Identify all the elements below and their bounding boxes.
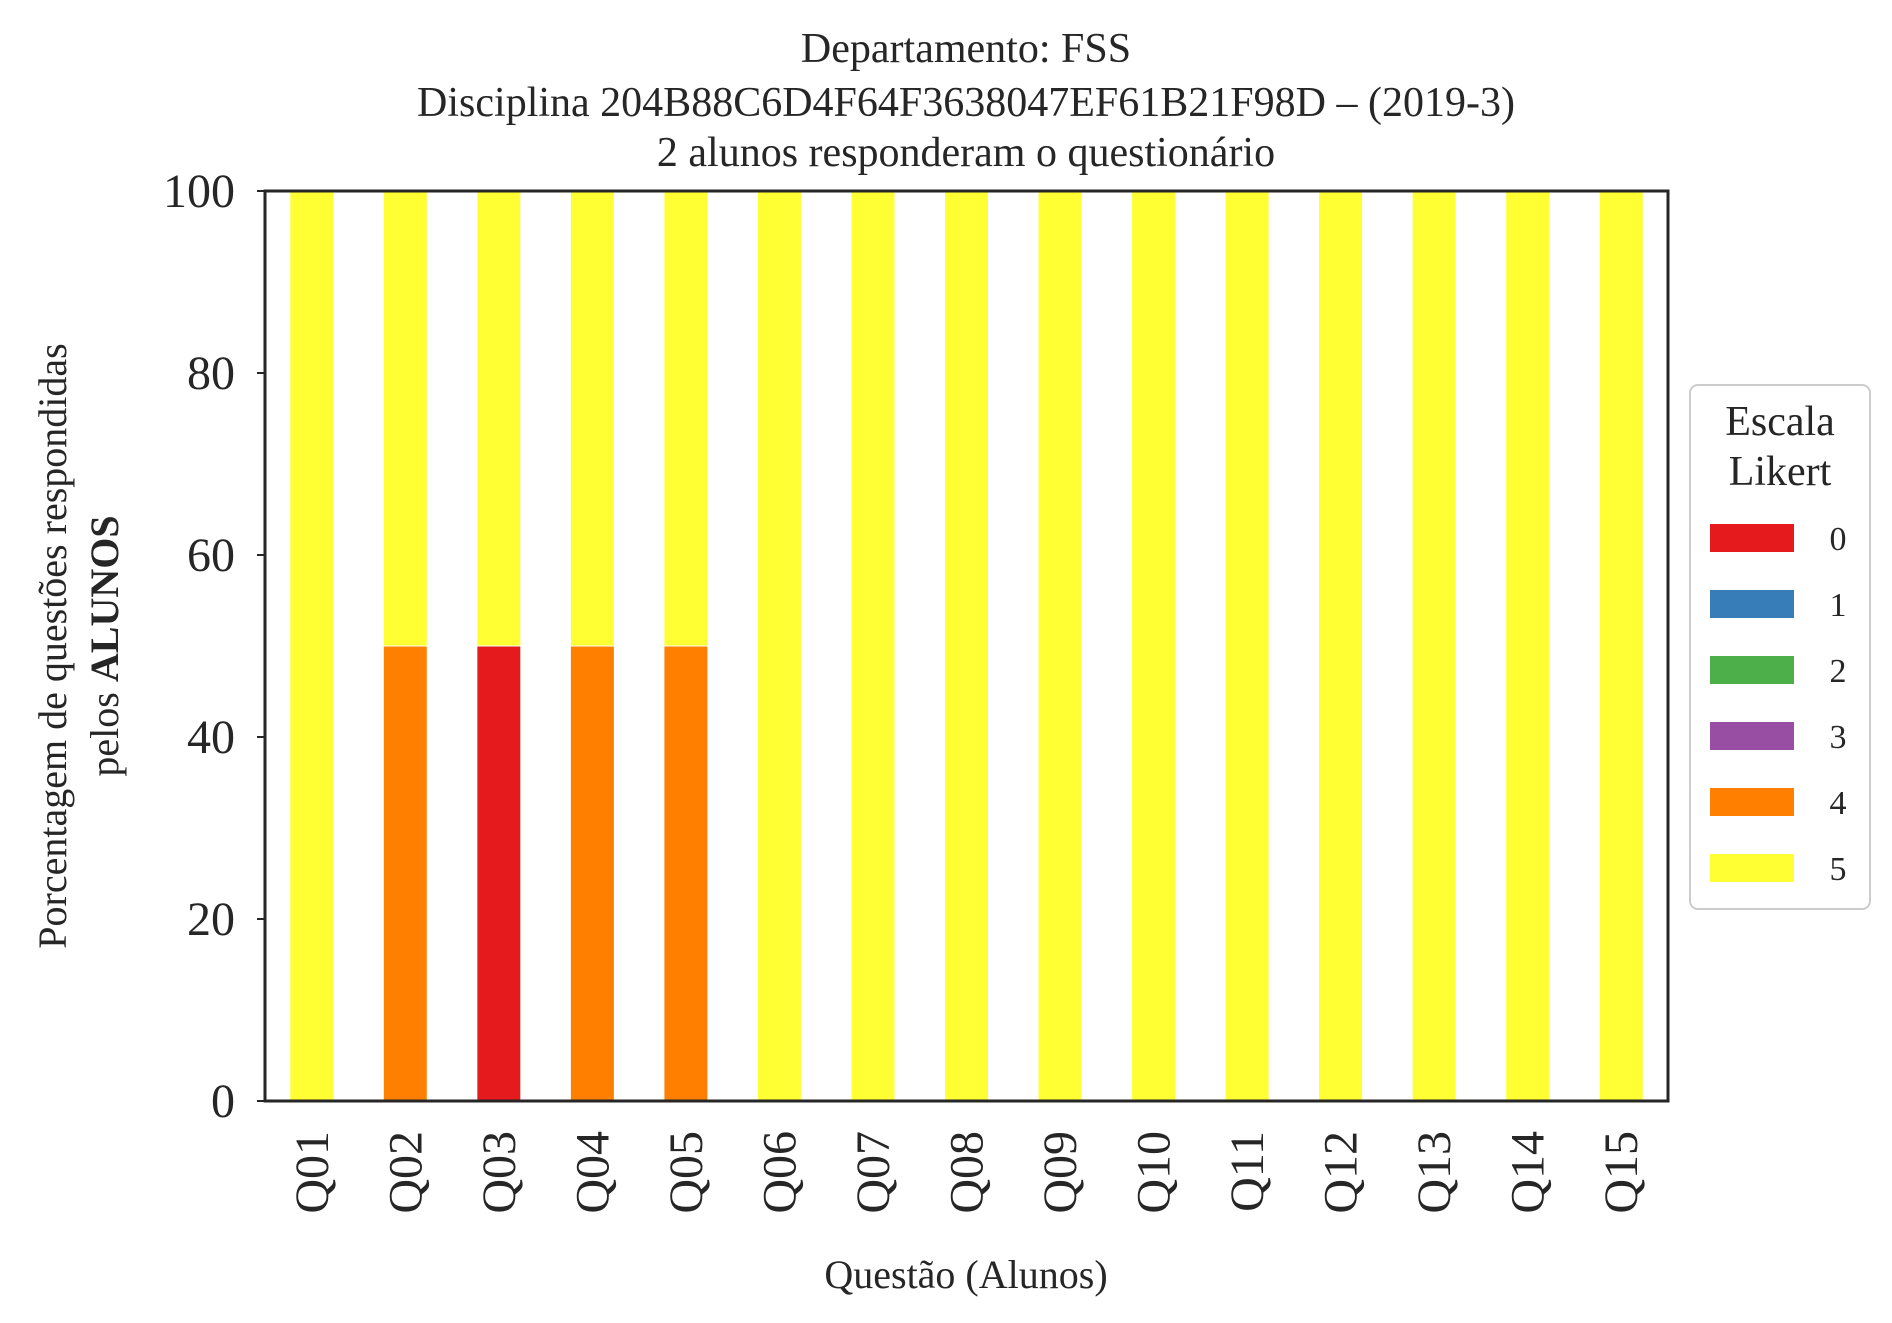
bar-Q15-likert-5 xyxy=(1598,190,1644,1102)
bar-Q01-likert-5 xyxy=(289,190,335,1102)
bars-layer xyxy=(289,190,1644,1102)
bar-Q02-likert-4 xyxy=(382,645,428,1102)
legend-label-3: 3 xyxy=(1830,719,1847,756)
x-tick-label-Q11: Q11 xyxy=(1221,1131,1274,1212)
legend-label-5: 5 xyxy=(1830,851,1847,888)
legend-items: 0 1 2 3 4 5 xyxy=(1710,521,1847,888)
legend-frame xyxy=(1689,384,1871,910)
legend-label-2: 2 xyxy=(1830,653,1847,690)
x-tick-label-Q14: Q14 xyxy=(1502,1131,1555,1214)
legend-swatch-4 xyxy=(1710,788,1794,816)
bar-Q11-likert-5 xyxy=(1224,190,1270,1102)
legend-label-4: 4 xyxy=(1830,785,1847,822)
x-tick-label-Q09: Q09 xyxy=(1034,1131,1087,1214)
bar-Q10-likert-5 xyxy=(1131,190,1177,1102)
bar-Q14-likert-5 xyxy=(1505,190,1551,1102)
title-line-3: 2 alunos responderam o questionário xyxy=(657,130,1275,176)
legend-label-1: 1 xyxy=(1830,587,1847,624)
y-tick-label-80: 80 xyxy=(187,347,235,400)
legend-label-0: 0 xyxy=(1830,521,1847,558)
legend-swatch-0 xyxy=(1710,524,1794,552)
legend-swatch-2 xyxy=(1710,656,1794,684)
legend-swatch-5 xyxy=(1710,854,1794,882)
bar-Q08-likert-5 xyxy=(944,190,989,1102)
bar-Q03-likert-5 xyxy=(476,190,522,647)
bar-Q13-likert-5 xyxy=(1411,190,1457,1102)
x-tick-label-Q10: Q10 xyxy=(1128,1131,1181,1214)
x-axis-ticks: Q01 Q02 Q03 Q04 Q05 Q06 Q07 Q08 Q09 Q10 Q11 Q12 Q13 Q… xyxy=(286,1131,1648,1214)
x-tick-label-Q01: Q01 xyxy=(286,1131,339,1214)
legend: Escala Likert 0 1 2 3 4 5 xyxy=(1689,384,1871,910)
bar-Q05-likert-5 xyxy=(663,190,709,647)
bar-Q03-likert-0 xyxy=(476,645,522,1102)
legend-title-line-1: Escala xyxy=(1725,399,1835,445)
y-axis-label: Porcentagem de questões respondidas pelo… xyxy=(30,343,127,948)
legend-swatch-3 xyxy=(1710,722,1794,750)
bar-Q04-likert-5 xyxy=(569,190,615,647)
plot-area-frame xyxy=(263,189,1670,1103)
title-line-2: Disciplina 204B88C6D4F64F3638047EF61B21F… xyxy=(417,80,1515,126)
x-tick-label-Q03: Q03 xyxy=(473,1131,526,1214)
x-tick-label-Q12: Q12 xyxy=(1315,1131,1368,1214)
chart-title: Departamento: FSS Disciplina 204B88C6D4F… xyxy=(417,26,1515,176)
x-tick-label-Q04: Q04 xyxy=(566,1131,619,1214)
y-tick-label-60: 60 xyxy=(187,529,235,582)
y-axis-label-line-2: pelos ALUNOS xyxy=(82,515,127,776)
x-tick-label-Q07: Q07 xyxy=(847,1131,900,1214)
x-tick-label-Q06: Q06 xyxy=(753,1131,806,1214)
bar-Q02-likert-5 xyxy=(382,190,428,647)
bar-Q05-likert-4 xyxy=(663,645,709,1102)
bar-Q06-likert-5 xyxy=(756,190,802,1102)
x-tick-label-Q15: Q15 xyxy=(1595,1131,1648,1214)
x-tick-label-Q05: Q05 xyxy=(660,1131,713,1214)
y-axis-ticks: 0 20 40 60 80 100 xyxy=(163,165,265,1128)
x-tick-label-Q08: Q08 xyxy=(941,1131,994,1214)
bar-Q12-likert-5 xyxy=(1318,190,1364,1102)
x-tick-label-Q02: Q02 xyxy=(379,1131,432,1214)
title-line-1: Departamento: FSS xyxy=(801,26,1131,72)
x-axis-label: Questão (Alunos) xyxy=(824,1252,1107,1297)
y-tick-label-20: 20 xyxy=(187,893,235,946)
x-tick-label-Q13: Q13 xyxy=(1408,1131,1461,1214)
bar-Q04-likert-4 xyxy=(569,645,615,1102)
bar-Q07-likert-5 xyxy=(850,190,896,1102)
y-axis-label-prefix: pelos xyxy=(82,682,127,776)
legend-swatch-1 xyxy=(1710,590,1794,618)
y-tick-label-100: 100 xyxy=(163,165,235,218)
bar-Q09-likert-5 xyxy=(1037,190,1083,1102)
y-tick-label-0: 0 xyxy=(211,1075,235,1128)
y-axis-label-line-1: Porcentagem de questões respondidas xyxy=(30,343,75,948)
legend-title-line-2: Likert xyxy=(1729,449,1832,495)
y-axis-label-bold: ALUNOS xyxy=(82,515,127,682)
y-tick-label-40: 40 xyxy=(187,711,235,764)
